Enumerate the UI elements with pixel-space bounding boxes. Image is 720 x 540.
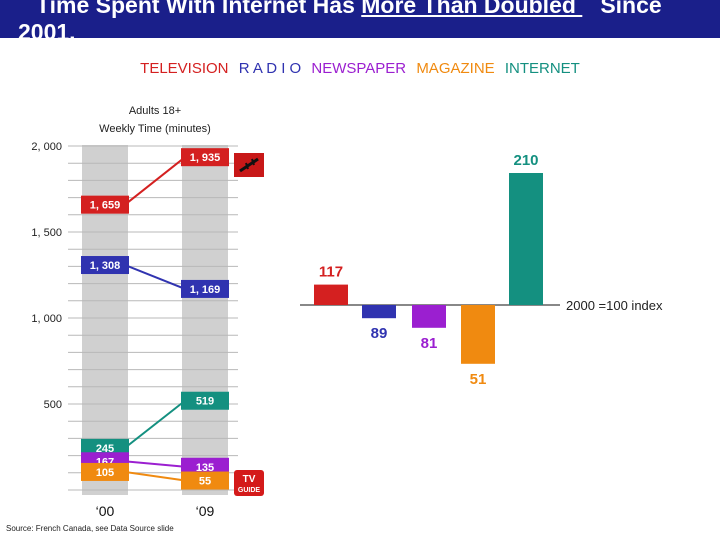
line-radio — [124, 264, 186, 290]
x-tick-label: ‘00 — [96, 503, 115, 519]
data-label-internet: 519 — [196, 396, 214, 408]
legend: TELEVISION R A D I O NEWSPAPER MAGAZINE … — [0, 60, 720, 77]
title-bar: Time Spent With Internet Has More Than D… — [0, 0, 720, 45]
legend-newspaper: NEWSPAPER — [311, 60, 407, 77]
data-label-internet: 245 — [96, 443, 114, 455]
line-internet — [124, 399, 186, 449]
point-television — [81, 195, 129, 214]
title-text: Time Spent With Internet Has More Than D… — [18, 0, 720, 46]
line-television — [124, 156, 186, 206]
bar-internet — [509, 173, 543, 305]
x-tick-label: ‘09 — [196, 503, 215, 519]
bar-radio — [362, 305, 396, 319]
point-magazine — [181, 471, 229, 490]
legend-radio: R A D I O — [238, 60, 302, 77]
legend-magazine: MAGAZINE — [416, 60, 495, 77]
bar-label-magazine: 51 — [470, 371, 487, 388]
svg-text:TV: TV — [243, 474, 256, 485]
title-part-3: Since 2001. — [18, 0, 662, 45]
point-internet — [181, 391, 229, 410]
data-label-television: 1, 659 — [90, 200, 121, 212]
subtitle-line-2: Weekly Time (minutes) — [99, 123, 211, 135]
antenna-icon — [234, 153, 264, 177]
data-label-magazine: 55 — [199, 476, 211, 488]
point-newspaper — [181, 457, 229, 476]
point-radio — [81, 256, 129, 275]
title-part-1: Time Spent With Internet Has — [36, 0, 362, 18]
y-tick-label: 1, 500 — [31, 227, 62, 239]
bar-magazine — [461, 305, 495, 364]
bar-label-newspaper: 81 — [421, 335, 438, 352]
line-newspaper — [124, 460, 186, 468]
line-magazine — [124, 470, 186, 482]
bar-label-television: 117 — [319, 264, 343, 281]
bar-label-internet: 210 — [513, 152, 538, 169]
bar-newspaper — [412, 305, 446, 328]
point-television — [181, 148, 229, 167]
svg-text:GUIDE: GUIDE — [238, 487, 261, 494]
subtitle-line-1: Adults 18+ — [128, 105, 182, 117]
legend-television: TELEVISION — [140, 60, 229, 77]
baseline-label: 2000 =100 index — [566, 298, 663, 313]
point-radio — [181, 279, 229, 298]
data-label-radio: 1, 308 — [90, 260, 121, 272]
y-tick-label: 2, 000 — [31, 141, 62, 153]
bar-label-radio: 89 — [371, 325, 388, 342]
bar-television — [314, 284, 348, 305]
tv-guide-icon: TV GUIDE — [234, 470, 264, 496]
data-label-radio: 1, 169 — [190, 284, 221, 296]
legend-internet: INTERNET — [504, 60, 580, 77]
source-note: Source: French Canada, see Data Source s… — [6, 524, 174, 533]
y-tick-label: 500 — [44, 399, 62, 411]
point-magazine — [81, 462, 129, 481]
y-tick-label: 1, 000 — [31, 313, 62, 325]
data-label-newspaper: 135 — [196, 462, 214, 474]
data-label-television: 1, 935 — [190, 152, 221, 164]
data-label-magazine: 105 — [96, 467, 114, 479]
column-2 — [182, 145, 228, 495]
title-part-underlined: More Than Doubled — [361, 0, 583, 18]
